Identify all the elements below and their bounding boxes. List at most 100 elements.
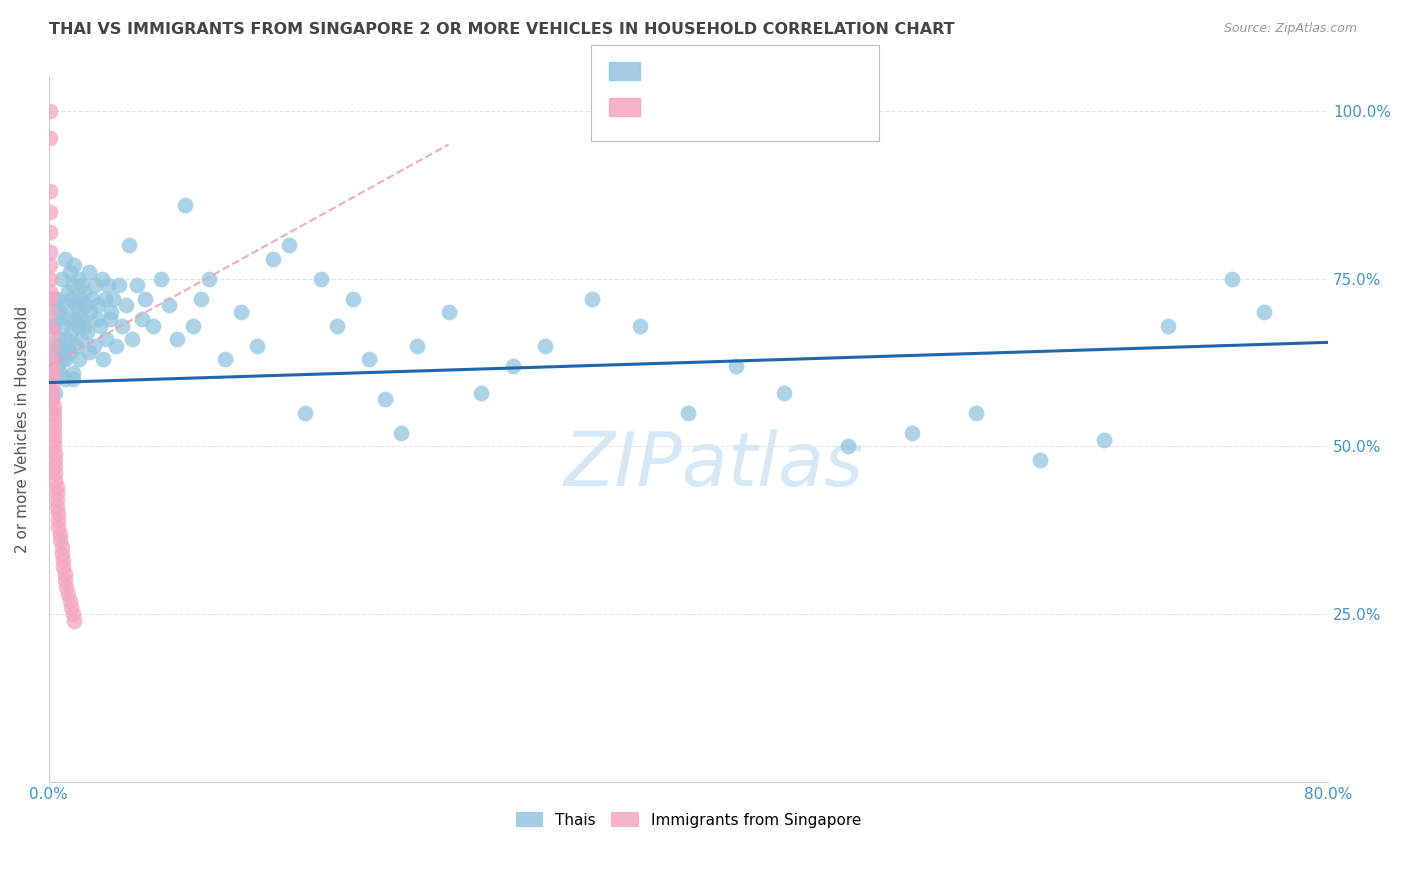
Point xyxy=(118,238,141,252)
Point xyxy=(53,252,76,266)
Point xyxy=(62,372,84,386)
Point xyxy=(44,339,66,353)
Point xyxy=(55,580,77,594)
Point xyxy=(1253,305,1275,319)
Point xyxy=(52,352,75,367)
Point xyxy=(173,198,195,212)
Point xyxy=(67,352,90,367)
Point xyxy=(75,298,97,312)
Point xyxy=(46,332,69,346)
Point xyxy=(502,359,524,373)
Point xyxy=(42,406,65,420)
Point xyxy=(42,412,65,426)
Point xyxy=(100,305,122,319)
Point xyxy=(41,345,63,359)
Point xyxy=(101,292,124,306)
Point xyxy=(114,298,136,312)
Point xyxy=(62,366,84,380)
Point xyxy=(142,318,165,333)
Point xyxy=(39,305,62,319)
Point xyxy=(87,298,110,312)
Point xyxy=(46,520,69,534)
Point xyxy=(134,292,156,306)
Point xyxy=(69,332,91,346)
Point xyxy=(51,271,73,285)
Point xyxy=(39,185,62,199)
Point xyxy=(53,566,76,581)
Point xyxy=(38,103,60,118)
Point xyxy=(93,292,115,306)
Point xyxy=(56,587,79,601)
Point xyxy=(1157,318,1180,333)
Point xyxy=(66,271,89,285)
Text: ZIPatlas: ZIPatlas xyxy=(564,429,865,500)
Point xyxy=(229,305,252,319)
Point xyxy=(581,292,603,306)
Point xyxy=(69,292,91,306)
Point xyxy=(190,292,212,306)
Point xyxy=(773,385,796,400)
Point xyxy=(39,372,62,386)
Point xyxy=(166,332,188,346)
Point xyxy=(63,614,86,628)
Point xyxy=(44,466,66,480)
Point xyxy=(38,130,60,145)
Point xyxy=(41,406,63,420)
Point xyxy=(309,271,332,285)
Point xyxy=(41,339,63,353)
Point xyxy=(63,258,86,272)
Point xyxy=(45,493,67,508)
Point xyxy=(73,318,96,333)
Point xyxy=(56,339,79,353)
Point xyxy=(91,352,114,367)
Point xyxy=(39,271,62,285)
Point xyxy=(58,593,80,607)
Point xyxy=(62,278,84,293)
Point xyxy=(60,600,83,615)
Point xyxy=(41,318,63,333)
Point xyxy=(357,352,380,367)
Point xyxy=(83,339,105,353)
Point xyxy=(42,292,65,306)
Point xyxy=(325,318,347,333)
Point xyxy=(52,553,75,567)
Point xyxy=(90,271,112,285)
Point xyxy=(901,425,924,440)
Point xyxy=(42,318,65,333)
Point xyxy=(437,305,460,319)
Point xyxy=(65,339,87,353)
Point xyxy=(41,372,63,386)
Point xyxy=(60,326,83,340)
Point xyxy=(51,540,73,554)
Point xyxy=(96,332,118,346)
Point xyxy=(55,298,77,312)
Point xyxy=(80,292,103,306)
Point xyxy=(53,574,76,588)
Point xyxy=(42,433,65,447)
Point xyxy=(125,278,148,293)
Point xyxy=(58,265,80,279)
Point xyxy=(39,225,62,239)
Point xyxy=(77,265,100,279)
Point xyxy=(52,560,75,574)
Point xyxy=(181,318,204,333)
Point xyxy=(72,278,94,293)
Legend: Thais, Immigrants from Singapore: Thais, Immigrants from Singapore xyxy=(509,805,868,834)
Point xyxy=(63,311,86,326)
Point xyxy=(45,359,67,373)
Point xyxy=(41,359,63,373)
Point xyxy=(39,258,62,272)
Point xyxy=(49,526,72,541)
Point xyxy=(46,339,69,353)
Point xyxy=(374,392,396,407)
Point xyxy=(53,352,76,367)
Point xyxy=(277,238,299,252)
Point xyxy=(44,459,66,474)
Point xyxy=(121,332,143,346)
Point xyxy=(77,345,100,359)
Point xyxy=(111,318,134,333)
Point xyxy=(51,547,73,561)
Point xyxy=(262,252,284,266)
Point xyxy=(41,366,63,380)
Point xyxy=(1220,271,1243,285)
